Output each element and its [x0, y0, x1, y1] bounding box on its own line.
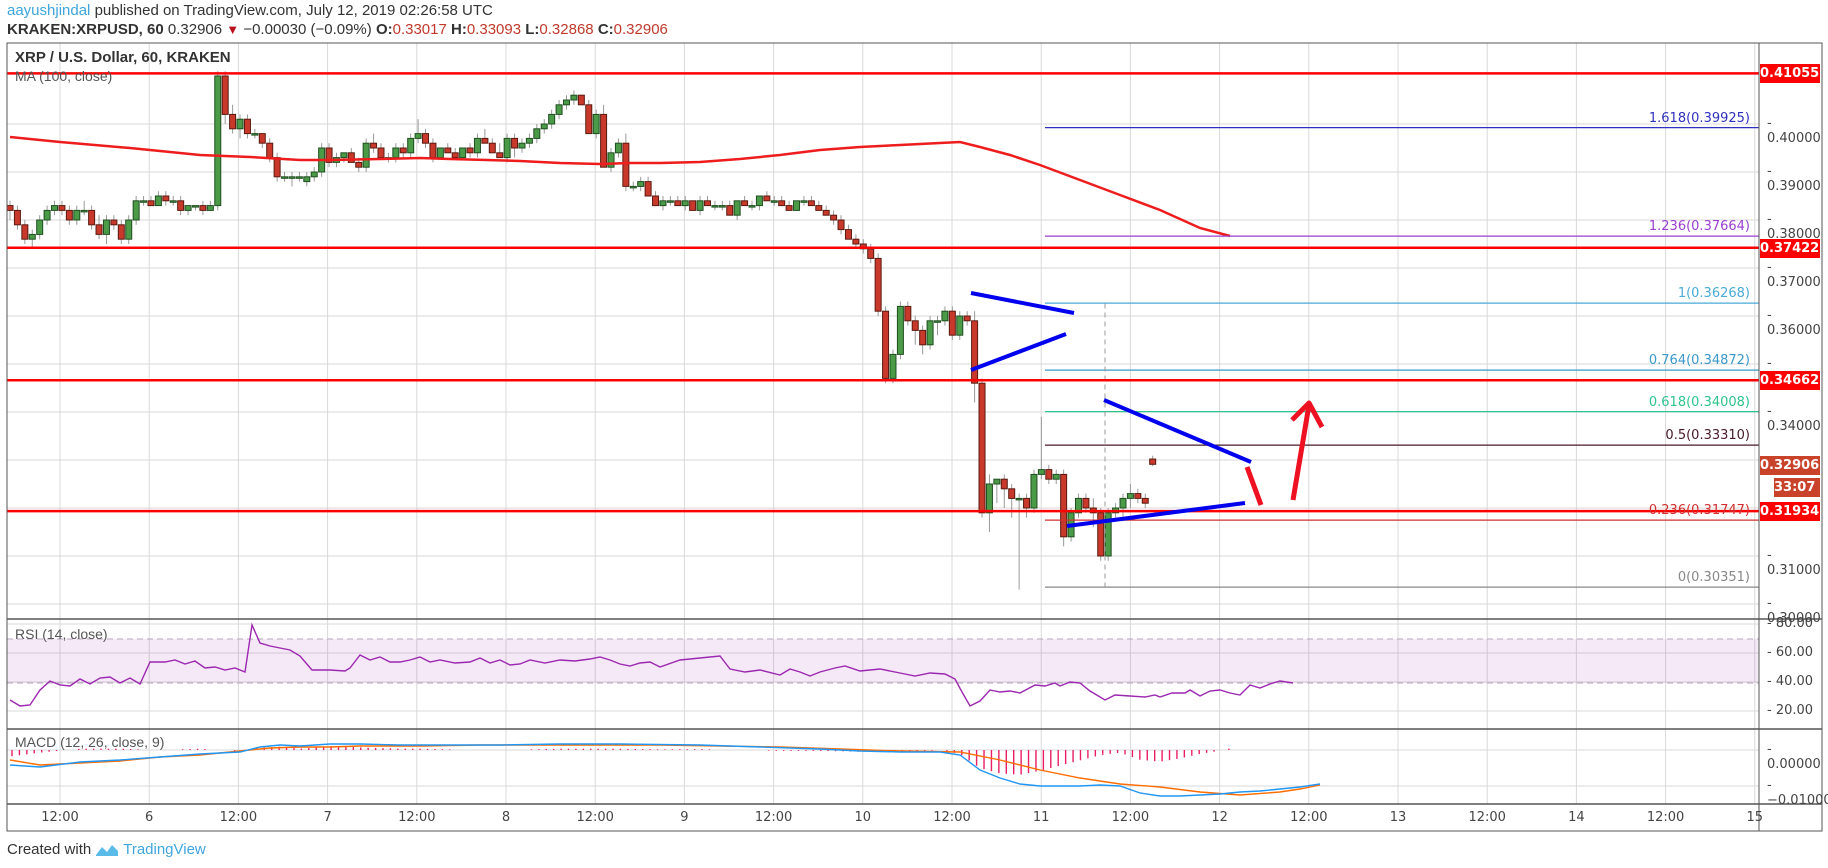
- footer: Created with TradingView: [7, 841, 206, 858]
- tradingview-link[interactable]: TradingView: [123, 841, 206, 858]
- price-change: −0.00030 (−0.09%): [243, 21, 372, 38]
- time-axis-tick: 7: [323, 810, 332, 825]
- time-axis-tick: 11: [1032, 810, 1050, 825]
- trendline[interactable]: [970, 332, 1067, 372]
- high-value: 0.33093: [466, 21, 522, 38]
- rsi-axis-tick: - 40.00: [1767, 674, 1814, 689]
- author-link[interactable]: aayushjindal: [7, 2, 91, 19]
- price-axis-tick: - 0.40000: [1767, 116, 1821, 146]
- time-axis-tick: 12:00: [1111, 810, 1150, 825]
- symbol-label: KRAKEN:XRPUSD, 60: [7, 21, 164, 38]
- level-price-tag: 0.31934: [1760, 502, 1820, 522]
- level-price-tag: 0.34662: [1760, 371, 1820, 391]
- last-price: 0.32906: [167, 21, 223, 38]
- rsi-band: [7, 639, 1759, 683]
- low-value: 0.32868: [539, 21, 594, 38]
- ma-indicator-label[interactable]: MA (100, close): [15, 68, 113, 84]
- time-axis-tick: 12:00: [754, 810, 793, 825]
- time-axis-tick: 13: [1389, 810, 1407, 825]
- price-axis-tick: - 0.38000: [1767, 212, 1821, 242]
- publish-info: aayushjindal published on TradingView.co…: [7, 2, 493, 19]
- time-axis-tick: 12:00: [1290, 810, 1328, 825]
- fib-level-label: 0(0.30351): [1677, 570, 1750, 586]
- rsi-axis-tick: - 60.00: [1767, 645, 1814, 660]
- time-axis-tick: 12:00: [933, 810, 971, 825]
- current-price-tag: 0.32906: [1760, 455, 1820, 475]
- time-axis-tick: 12:00: [219, 810, 258, 825]
- high-label: H:: [451, 21, 467, 38]
- time-axis-tick: 12: [1211, 810, 1228, 825]
- fib-level-label: 0.236(0.31747): [1648, 503, 1750, 519]
- close-label: C:: [597, 21, 614, 38]
- ma100-line: [9, 135, 1231, 238]
- bar-countdown: 33:07: [1774, 477, 1820, 497]
- rsi-axis-tick: - 80.00: [1767, 616, 1814, 631]
- macd-axis-tick: - 0.00000: [1767, 742, 1821, 772]
- time-axis-tick: 12:00: [1468, 810, 1506, 825]
- level-price-tag: 0.41055: [1760, 64, 1820, 84]
- fib-level-label: 1.618(0.39925): [1648, 110, 1750, 126]
- down-arrow-icon: ▼: [226, 22, 240, 37]
- symbol-info: KRAKEN:XRPUSD, 60 0.32906 ▼ −0.00030 (−0…: [7, 21, 668, 38]
- fib-level-label: 0.618(0.34008): [1648, 394, 1750, 410]
- price-axis-tick: - 0.34000: [1767, 404, 1821, 434]
- trendline[interactable]: [1103, 398, 1252, 464]
- price-axis-tick: - 0.30000: [1767, 596, 1821, 626]
- trendline[interactable]: [1066, 501, 1246, 528]
- price-axis-tick: - 0.37000: [1767, 260, 1821, 290]
- arrowhead-icon: [1290, 400, 1325, 429]
- time-axis-tick: 12:00: [398, 810, 436, 825]
- up-arrow-annotation[interactable]: [1290, 404, 1312, 501]
- main-pane-title: XRP / U.S. Dollar, 60, KRAKEN: [15, 49, 231, 66]
- open-label: O:: [375, 21, 393, 38]
- price-axis-tick: - 0.36000: [1767, 308, 1821, 338]
- time-axis-tick: 8: [501, 810, 511, 825]
- fib-level-label: 0.764(0.34872): [1648, 353, 1750, 369]
- fib-level-label: 1(0.36268): [1677, 286, 1750, 302]
- rsi-line: [9, 622, 1294, 707]
- tradingview-logo-icon: [96, 844, 119, 856]
- close-value: 0.32906: [613, 21, 668, 38]
- level-price-tag: 0.37422: [1760, 238, 1820, 258]
- time-axis-tick: 14: [1568, 810, 1585, 825]
- time-axis-tick: 10: [854, 810, 872, 825]
- rsi-indicator-label[interactable]: RSI (14, close): [15, 626, 108, 642]
- rsi-axis-tick: - 20.00: [1767, 703, 1814, 718]
- published-text: published on TradingView.com, July 12, 2…: [90, 2, 493, 19]
- created-with-text: Created with: [7, 841, 92, 858]
- time-axis-tick: 12:00: [1646, 810, 1685, 825]
- pane-borders: [6, 42, 1823, 832]
- price-axis-tick: - 0.39000: [1767, 164, 1821, 194]
- open-value: 0.33017: [392, 21, 447, 38]
- gridlines: [7, 43, 1759, 804]
- macd-histogram: [11, 746, 1230, 775]
- fib-level-label: 0.5(0.33310): [1665, 428, 1750, 444]
- macd-line: [9, 743, 1321, 797]
- time-axis-tick: 12:00: [41, 810, 79, 825]
- fib-level-label: 1.236(0.37664): [1648, 219, 1750, 235]
- time-axis-tick: 9: [680, 810, 689, 825]
- macd-axis-tick: - −0.01000: [1767, 778, 1828, 808]
- down-arrow-annotation[interactable]: [1244, 466, 1264, 506]
- time-axis-tick: 15: [1746, 810, 1764, 825]
- time-axis-tick: 6: [145, 810, 154, 825]
- low-label: L:: [525, 21, 540, 38]
- time-axis-tick: 12:00: [576, 810, 614, 825]
- price-axis-tick: - 0.31000: [1767, 548, 1821, 578]
- macd-indicator-label[interactable]: MACD (12, 26, close, 9): [15, 734, 165, 750]
- trendline[interactable]: [970, 291, 1075, 315]
